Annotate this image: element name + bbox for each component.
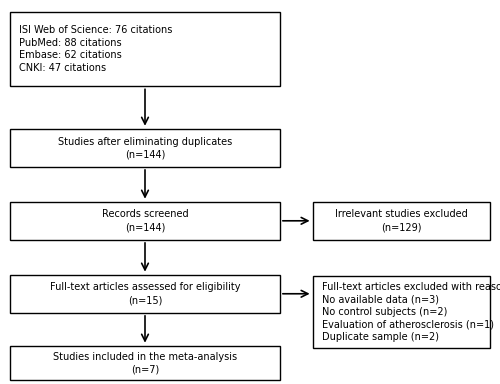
FancyBboxPatch shape [10,129,280,167]
Text: Full-text articles excluded with reasons:: Full-text articles excluded with reasons… [322,281,500,292]
Text: PubMed: 88 citations: PubMed: 88 citations [19,38,122,48]
FancyBboxPatch shape [10,275,280,313]
FancyBboxPatch shape [10,202,280,240]
Text: (n=144): (n=144) [125,149,165,159]
Text: Records screened: Records screened [102,209,188,220]
FancyBboxPatch shape [312,276,490,348]
Text: (n=144): (n=144) [125,222,165,232]
Text: Studies after eliminating duplicates: Studies after eliminating duplicates [58,136,232,147]
FancyBboxPatch shape [10,12,280,86]
Text: No available data (n=3): No available data (n=3) [322,294,438,305]
Text: Full-text articles assessed for eligibility: Full-text articles assessed for eligibil… [50,282,240,293]
Text: (n=129): (n=129) [381,222,422,232]
Text: Duplicate sample (n=2): Duplicate sample (n=2) [322,332,438,343]
Text: Studies included in the meta-analysis: Studies included in the meta-analysis [53,351,237,362]
Text: Embase: 62 citations: Embase: 62 citations [19,50,122,60]
Text: (n=7): (n=7) [131,364,159,374]
Text: CNKI: 47 citations: CNKI: 47 citations [19,63,106,73]
FancyBboxPatch shape [312,202,490,240]
Text: No control subjects (n=2): No control subjects (n=2) [322,307,447,317]
Text: (n=15): (n=15) [128,295,162,305]
Text: Evaluation of atherosclerosis (n=1): Evaluation of atherosclerosis (n=1) [322,319,494,330]
Text: ISI Web of Science: 76 citations: ISI Web of Science: 76 citations [19,25,172,35]
FancyBboxPatch shape [10,346,280,380]
Text: Irrelevant studies excluded: Irrelevant studies excluded [335,209,468,220]
